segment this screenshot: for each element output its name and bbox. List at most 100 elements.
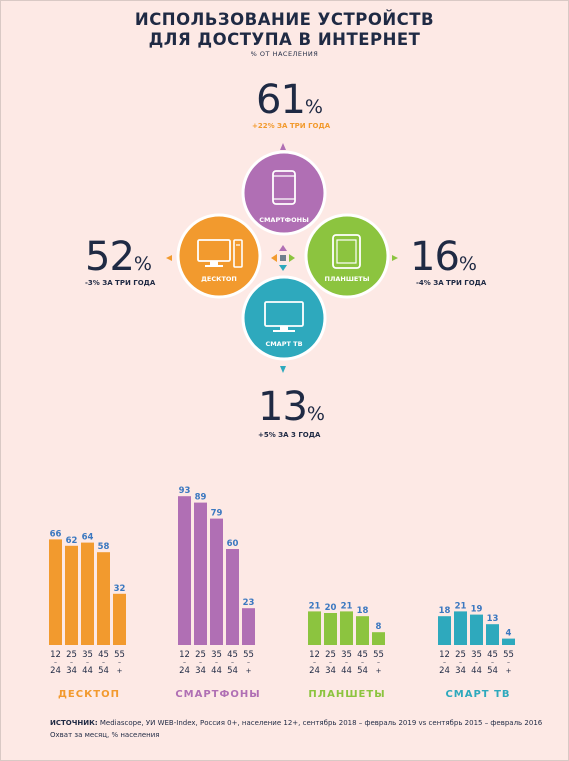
footer-source-label: ИСТОЧНИК: (50, 719, 98, 727)
desktop-age-tick-bottom: 34 (66, 666, 77, 676)
tablets-age-tick-bottom: 24 (309, 666, 320, 676)
smartphones-bar (210, 518, 223, 645)
smarttv-age-tick-bottom: 34 (455, 666, 466, 676)
smartphones-value-label: 93 (179, 486, 191, 496)
tablets-age-tick-bottom: 34 (325, 666, 336, 676)
desktop-age-tick-bottom: + (117, 667, 123, 675)
tablets-age-tick-top: 55 (373, 650, 384, 660)
smartphones-circle-label: СМАРТФОНЫ (259, 216, 309, 224)
smartphones-bar (242, 608, 255, 645)
tablets-value-label: 18 (357, 606, 369, 616)
smarttv-bar (438, 616, 451, 645)
desktop-value-label: 62 (66, 536, 78, 546)
tablets-change: -4% ЗА ТРИ ГОДА (416, 279, 487, 287)
tablets-age-tick-bottom: 44 (341, 666, 352, 676)
smarttv-value-label: 21 (455, 601, 467, 611)
group-label-smartphones: СМАРТФОНЫ (175, 689, 260, 700)
center-arrow-right-icon (289, 254, 295, 262)
smarttv-value: 13 (258, 384, 308, 430)
desktop-age-tick-bottom: 44 (82, 666, 93, 676)
desktop-bar (81, 542, 94, 645)
smartphones-unit: % (304, 96, 323, 118)
smarttv-share: 13% (258, 387, 325, 434)
smartphones-age-tick-bottom: 24 (179, 666, 190, 676)
smartphones-age-tick-bottom: 34 (195, 666, 206, 676)
tablets-age-tick-top: 12 (309, 650, 320, 660)
center-arrow-down-icon (279, 265, 287, 271)
smarttv-age-tick-top: 35 (471, 650, 482, 660)
device-circles-diagram: СМАРТФОНЫ ДЕСКТОП ПЛАНШЕТЫ СМАРТ ТВ (166, 143, 398, 373)
center-square-icon (280, 255, 286, 261)
desktop-age-tick-dash: – (102, 659, 105, 666)
tablets-age-tick-dash: – (313, 659, 316, 666)
smarttv-age-tick-bottom: 44 (471, 666, 482, 676)
desktop-unit: % (133, 253, 152, 275)
desktop-bar (97, 552, 110, 645)
smarttv-age-tick-dash: – (475, 659, 478, 666)
arrow-right-icon (392, 255, 398, 261)
arrow-down-icon (280, 366, 286, 373)
tablets-age-tick-bottom: + (376, 667, 382, 675)
desktop-value: 52 (85, 234, 135, 280)
smartphones-change: +22% ЗА ТРИ ГОДА (252, 122, 331, 130)
smartphones-value-label: 79 (211, 509, 223, 519)
smartphones-share: 61% (256, 80, 323, 127)
smarttv-change: +5% ЗА 3 ГОДА (258, 431, 321, 439)
desktop-bar (113, 593, 126, 645)
smarttv-unit: % (306, 403, 325, 425)
tablets-value-label: 21 (309, 601, 321, 611)
subtitle: % ОТ НАСЕЛЕНИЯ (250, 50, 319, 58)
smartphones-bar (178, 496, 191, 645)
tablets-bar (308, 611, 321, 645)
smartphones-age-tick-top: 25 (195, 650, 206, 660)
smarttv-bar (470, 614, 483, 645)
arrow-left-icon (166, 255, 172, 261)
tablet-icon (332, 234, 361, 269)
center-arrow-left-icon (271, 254, 277, 262)
tablets-age-tick-dash: – (329, 659, 332, 666)
tablets-age-tick-dash: – (345, 659, 348, 666)
smarttv-age-tick-top: 55 (503, 650, 514, 660)
smartphones-bar (226, 549, 239, 645)
smartphones-age-tick-top: 55 (243, 650, 254, 660)
smartphones-age-tick-top: 12 (179, 650, 190, 660)
tablets-unit: % (458, 253, 477, 275)
desktop-age-tick-top: 35 (82, 650, 93, 660)
tablets-age-tick-dash: – (377, 659, 380, 666)
footer-note: Охват за месяц, % населения (50, 731, 160, 739)
tablets-bar (324, 613, 337, 645)
desktop-change: -3% ЗА ТРИ ГОДА (85, 279, 156, 287)
smartphones-circle (241, 150, 327, 236)
smartphones-age-tick-top: 35 (211, 650, 222, 660)
tablets-bar (356, 616, 369, 645)
smartphones-age-tick-dash: – (215, 659, 218, 666)
smarttv-value-label: 19 (471, 605, 483, 615)
tablets-circle (304, 213, 390, 299)
bar-charts: 6612–246225–346435–445845–543255–+9312–2… (49, 486, 515, 676)
desktop-bar (65, 545, 78, 645)
smartphones-value-label: 60 (227, 539, 239, 549)
arrow-up-icon (280, 143, 286, 150)
desktop-icon (197, 239, 243, 268)
tablets-age-tick-top: 45 (357, 650, 368, 660)
tablets-value-label: 20 (325, 603, 337, 613)
center-arrow-up-icon (279, 245, 287, 251)
smartphones-age-tick-dash: – (199, 659, 202, 666)
smartphones-age-tick-bottom: 54 (227, 666, 238, 676)
group-label-desktop: ДЕСКТОП (58, 689, 120, 700)
tv-icon (264, 301, 304, 332)
desktop-age-tick-dash: – (118, 659, 121, 666)
smartphones-age-tick-dash: – (247, 659, 250, 666)
desktop-age-tick-top: 25 (66, 650, 77, 660)
smarttv-bar (486, 624, 499, 645)
tablets-value: 16 (410, 234, 460, 280)
smarttv-circle (241, 275, 327, 361)
smarttv-circle-label: СМАРТ ТВ (265, 340, 302, 348)
tablets-age-tick-dash: – (361, 659, 364, 666)
smarttv-age-tick-dash: – (507, 659, 510, 666)
title-line-2: ДЛЯ ДОСТУПА В ИНТЕРНЕТ (148, 30, 421, 49)
smartphones-age-tick-bottom: 44 (211, 666, 222, 676)
title-line-1: ИСПОЛЬЗОВАНИЕ УСТРОЙСТВ (134, 10, 435, 29)
desktop-age-tick-top: 45 (98, 650, 109, 660)
